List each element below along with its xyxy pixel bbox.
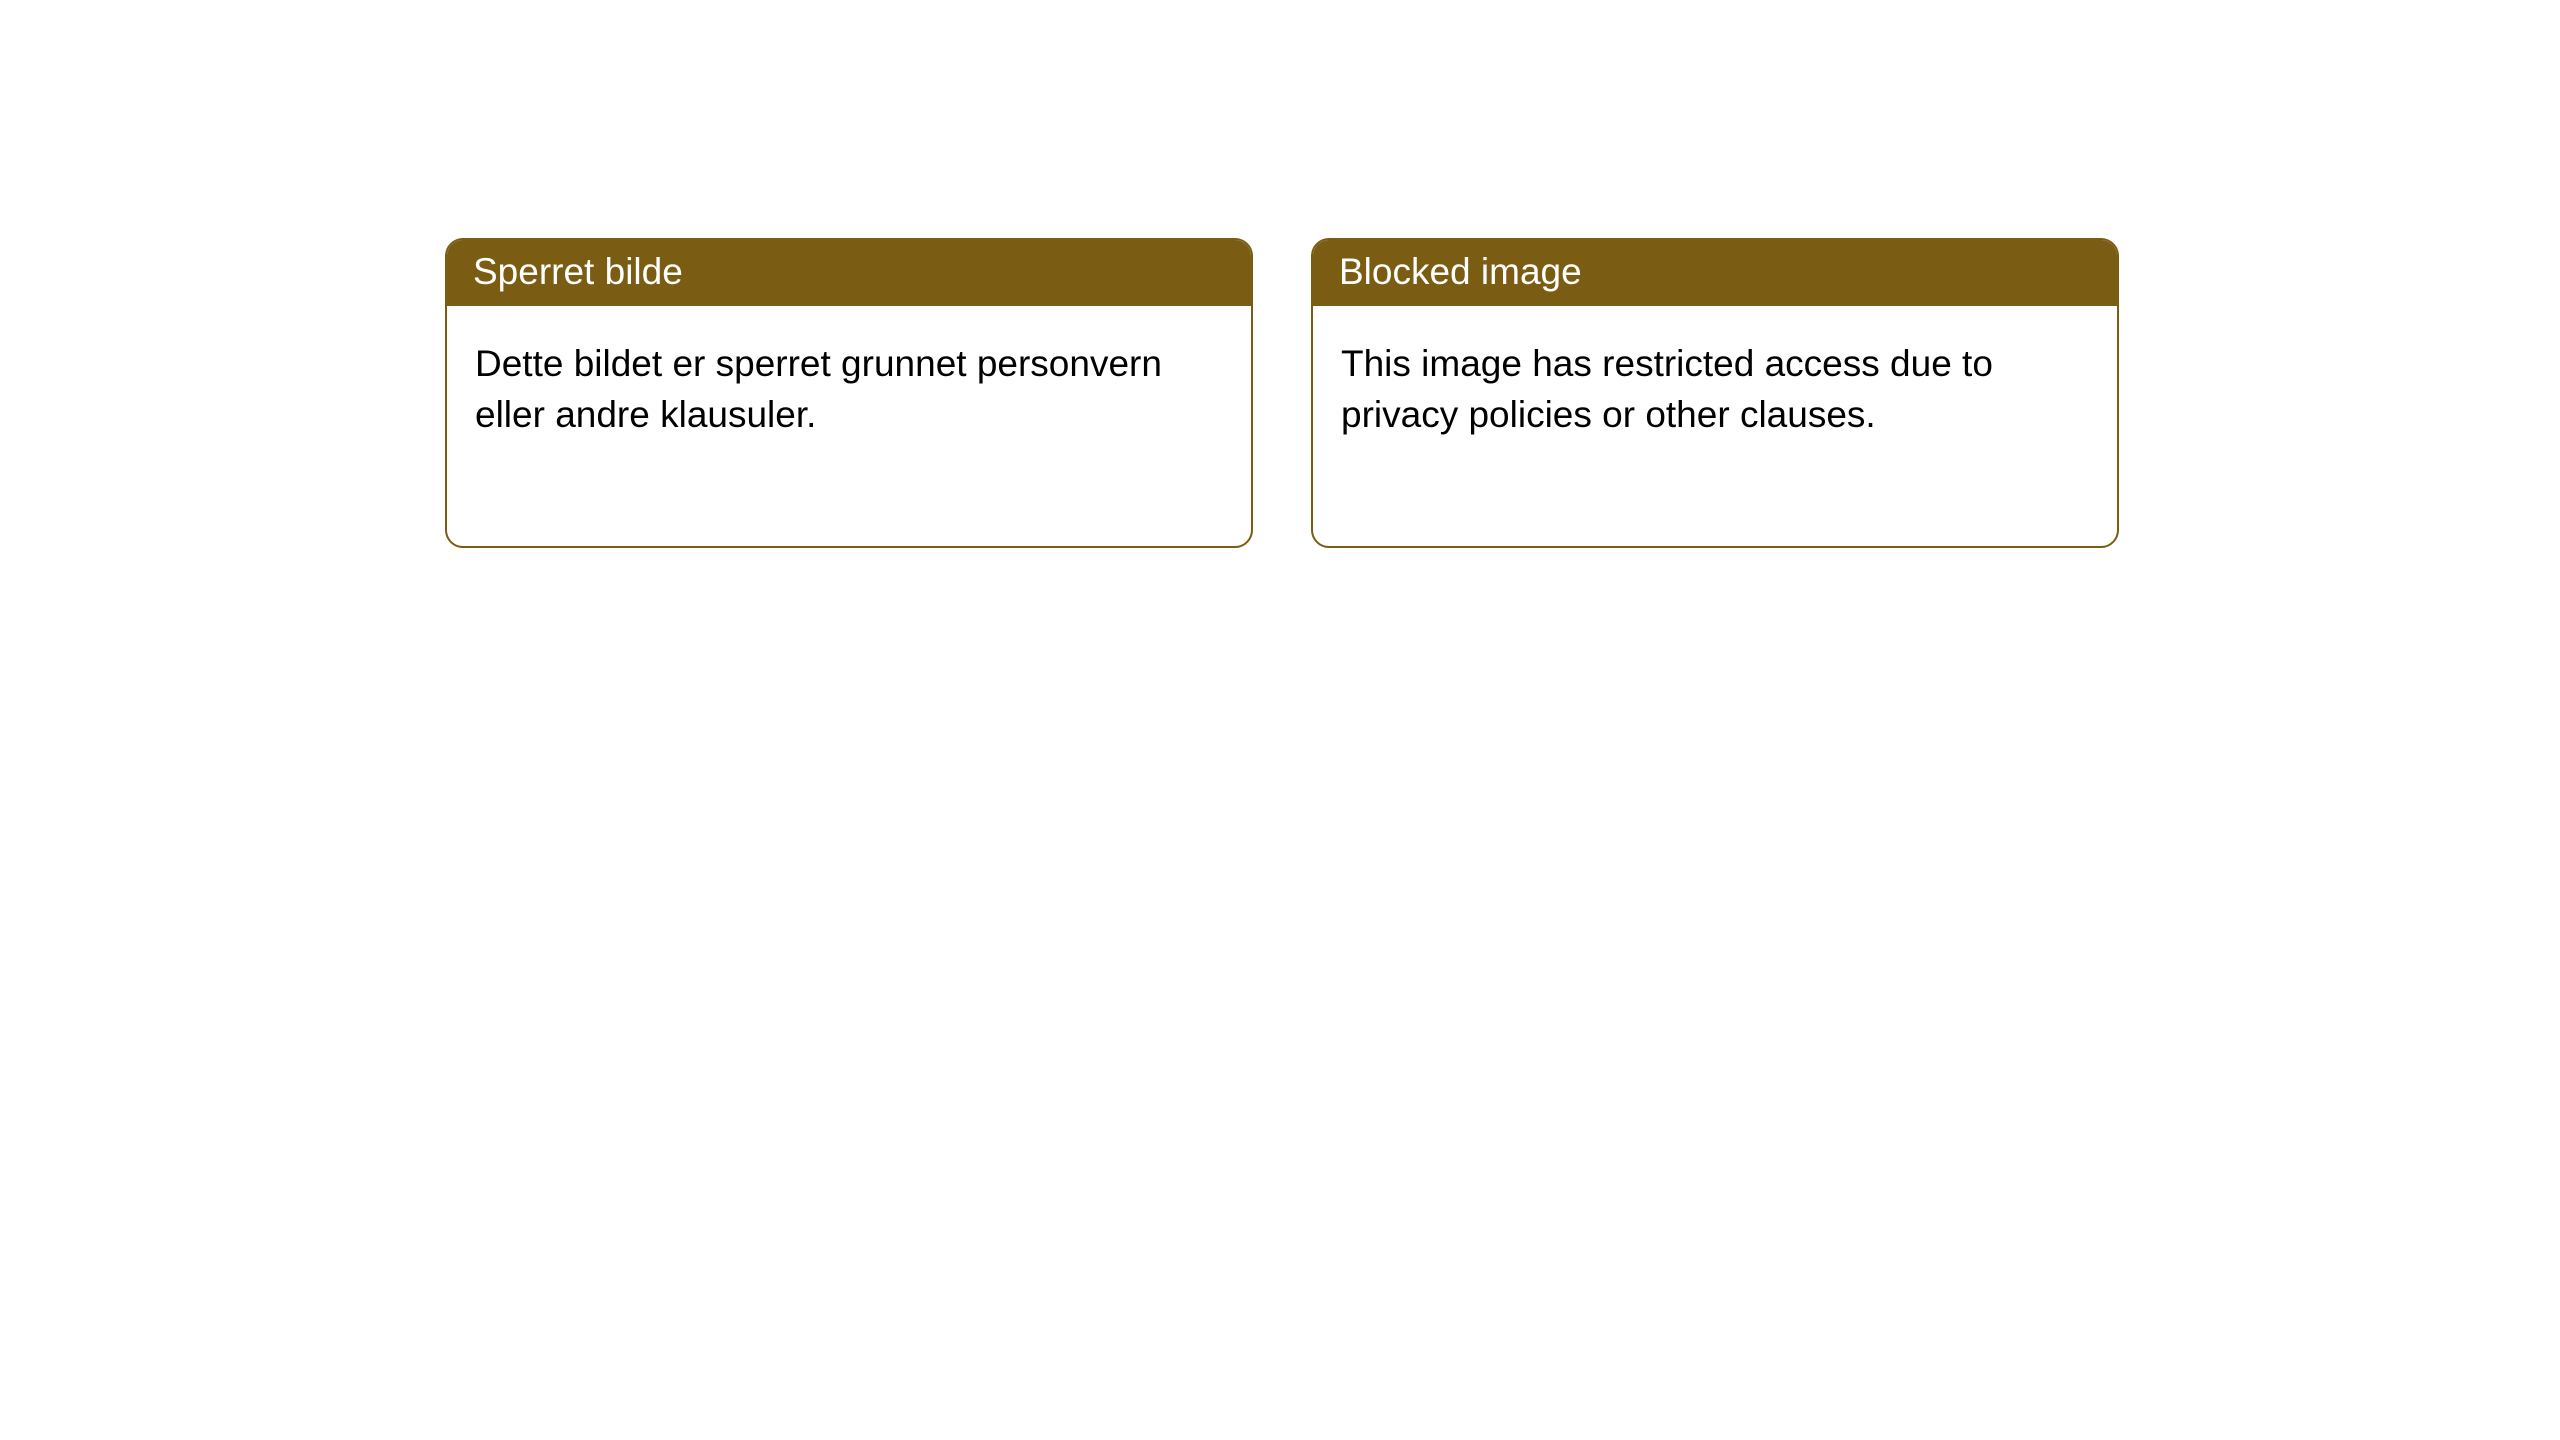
notice-header-english: Blocked image [1313,240,2117,306]
notice-header-norwegian: Sperret bilde [447,240,1251,306]
notice-container: Sperret bilde Dette bildet er sperret gr… [445,238,2119,548]
notice-body-english: This image has restricted access due to … [1313,306,2117,546]
notice-body-norwegian: Dette bildet er sperret grunnet personve… [447,306,1251,546]
notice-box-norwegian: Sperret bilde Dette bildet er sperret gr… [445,238,1253,548]
notice-box-english: Blocked image This image has restricted … [1311,238,2119,548]
